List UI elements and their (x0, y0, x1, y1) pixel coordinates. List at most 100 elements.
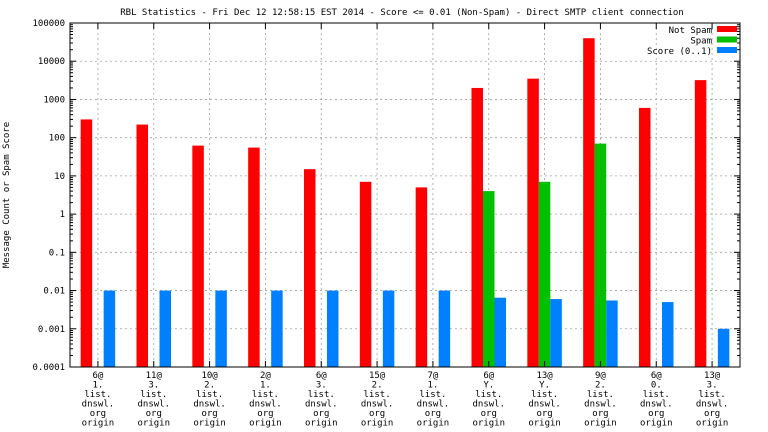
legend-swatch (717, 36, 737, 43)
x-tick-label-line: org (481, 409, 497, 419)
x-tick-label-line: 3. (316, 381, 327, 391)
x-tick-label: 11@ 3. list. dnswl. org origin (137, 371, 170, 429)
bar-not-spam (527, 78, 539, 367)
x-tick-label-line: org (648, 409, 664, 419)
bar-score-0-1 (215, 290, 227, 367)
x-tick-label-line: origin (640, 419, 673, 429)
x-tick-label: 13@ 3. list. dnswl. org origin (696, 371, 729, 429)
x-tick-label-line: dnswl. (472, 400, 505, 410)
x-tick-label-line: list. (196, 390, 223, 400)
y-tick-label: 0.1 (49, 248, 65, 258)
bar-not-spam (359, 181, 372, 367)
x-tick-label-line: 13@ (704, 371, 721, 381)
bar-spam (538, 181, 551, 367)
y-tick-label: 1 (60, 210, 65, 220)
x-tick-label-line: 2. (204, 381, 215, 391)
x-tick-label-line: 1. (260, 381, 271, 391)
x-tick-label-line: origin (137, 419, 170, 429)
bar-spam (483, 191, 495, 367)
x-tick-label-line: dnswl. (696, 400, 729, 410)
x-tick-label-line: 3. (148, 381, 159, 391)
x-tick-label-line: dnswl. (417, 400, 450, 410)
x-tick-label-line: 9@ (595, 371, 606, 381)
y-axis-label: Message Count or Spam Score (2, 122, 12, 268)
x-tick-label-line: org (146, 409, 162, 419)
y-tick-label: 0.0001 (32, 363, 65, 373)
x-tick-label-line: origin (584, 419, 617, 429)
x-tick-label-line: dnswl. (640, 400, 673, 410)
legend-label: Not Spam (669, 26, 712, 36)
x-tick-label: 6@ 1. list. dnswl. org origin (82, 371, 115, 429)
x-tick-label-line: 6@ (483, 371, 494, 381)
bar-score-0-1 (606, 300, 618, 367)
legend-label: Score (0..1) (647, 47, 712, 57)
x-tick-label-line: dnswl. (82, 400, 115, 410)
x-tick-label-line: Y. (539, 381, 550, 391)
x-tick-label-line: 6@ (316, 371, 327, 381)
x-tick-label-line: dnswl. (361, 400, 394, 410)
x-tick-label-line: origin (82, 419, 115, 429)
y-tick-label: 1000 (43, 95, 65, 105)
legend-label: Spam (690, 37, 712, 47)
bar-not-spam (583, 38, 595, 368)
x-tick-label-line: list. (643, 390, 670, 400)
x-tick-label-line: 2. (595, 381, 606, 391)
x-tick-label-line: list. (364, 390, 391, 400)
x-tick-label-line: origin (249, 419, 282, 429)
x-tick-label-line: 13@ (536, 371, 553, 381)
x-tick-label-line: list. (140, 390, 167, 400)
x-tick-label-line: 1. (427, 381, 438, 391)
x-tick-label-line: dnswl. (305, 400, 338, 410)
chart-title: RBL Statistics - Fri Dec 12 12:58:15 EST… (120, 8, 684, 18)
x-tick-label-line: dnswl. (584, 400, 617, 410)
x-tick-label-line: 2. (372, 381, 383, 391)
x-tick-label-line: org (592, 409, 608, 419)
x-tick-label-line: 6@ (92, 371, 103, 381)
x-tick-label: 10@ 2. list. dnswl. org origin (193, 371, 226, 429)
x-tick-label-line: 11@ (146, 371, 163, 381)
x-tick-label-line: origin (417, 419, 450, 429)
y-tick-label: 10000 (38, 57, 65, 67)
x-tick-label: 13@ Y. list. dnswl. org origin (528, 371, 561, 429)
bar-score-0-1 (717, 328, 730, 367)
y-tick-label: 10 (54, 172, 65, 182)
x-tick-label-line: 3. (707, 381, 718, 391)
bar-score-0-1 (438, 290, 451, 367)
bar-score-0-1 (327, 290, 339, 367)
x-tick-label-line: origin (528, 419, 561, 429)
bar-score-0-1 (382, 290, 395, 367)
x-tick-label-line: org (257, 409, 273, 419)
x-tick-label-line: org (536, 409, 552, 419)
y-tick-label: 0.001 (38, 325, 65, 335)
x-tick-label-line: 10@ (201, 371, 218, 381)
x-tick-label: 7@ 1. list. dnswl. org origin (417, 371, 450, 429)
legend-swatch (717, 47, 737, 53)
x-tick-label-line: list. (475, 390, 502, 400)
bar-not-spam (471, 87, 483, 367)
x-tick-label-line: 2@ (260, 371, 271, 381)
bar-not-spam (192, 145, 204, 367)
y-tick-label: 100000 (32, 19, 65, 29)
x-tick-label-line: org (425, 409, 441, 419)
x-tick-label-line: list. (84, 390, 111, 400)
x-tick-label-line: list. (419, 390, 446, 400)
plot-frame (69, 22, 741, 368)
x-tick-label-line: 1. (92, 381, 103, 391)
bar-not-spam (248, 147, 260, 367)
x-tick-label-line: org (369, 409, 385, 419)
bar-score-0-1 (662, 302, 674, 367)
x-tick-label-line: list. (531, 390, 558, 400)
x-tick-label-line: org (90, 409, 106, 419)
x-tick-label: 6@ 3. list. dnswl. org origin (305, 371, 338, 429)
x-tick-label-line: 7@ (427, 371, 438, 381)
x-tick-label-line: dnswl. (528, 400, 561, 410)
x-tick-label-line: origin (696, 419, 729, 429)
bar-score-0-1 (271, 290, 283, 367)
x-tick-label: 6@ Y. list. dnswl. org origin (472, 371, 505, 429)
x-tick-label-line: 15@ (369, 371, 386, 381)
legend-swatch (717, 26, 737, 32)
bar-spam (594, 143, 607, 367)
